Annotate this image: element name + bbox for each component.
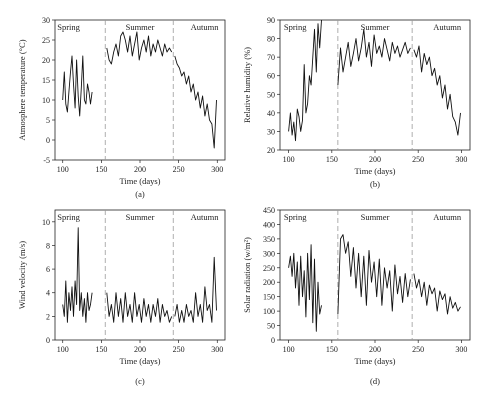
y-tick-label: 250 xyxy=(263,264,275,273)
y-tick-label: 30 xyxy=(42,16,50,25)
plot-frame xyxy=(54,209,226,341)
x-tick-label: 200 xyxy=(134,165,146,174)
season-label: Summer xyxy=(361,22,390,32)
season-label: Spring xyxy=(57,22,80,32)
y-tick-label: 90 xyxy=(267,16,275,25)
x-tick-label: 150 xyxy=(326,345,338,354)
series-line xyxy=(174,256,217,323)
series-line xyxy=(288,19,322,142)
y-tick-label: 80 xyxy=(267,35,275,44)
y-axis-label: Atmosphere temperature (°C) xyxy=(17,39,27,140)
x-tick-label: 300 xyxy=(455,155,467,164)
season-label: Summer xyxy=(126,212,155,222)
panel-a: 100 150 200 250 300 -5 0 5 10 15 20 25 30 Time (days)… xyxy=(17,16,226,199)
panel-sublabel: (a) xyxy=(135,189,145,199)
y-tick-label: 10 xyxy=(42,96,50,105)
season-label: Autumn xyxy=(191,22,220,32)
x-tick-label: 250 xyxy=(173,345,185,354)
x-tick-label: 200 xyxy=(369,155,381,164)
x-tick-label: 300 xyxy=(211,345,223,354)
y-tick-label: 60 xyxy=(267,72,275,81)
y-tick-label: 20 xyxy=(42,56,50,65)
y-axis-label: Relative humidity (%) xyxy=(242,47,252,123)
y-tick-label: 0 xyxy=(271,336,275,345)
y-tick-label: 100 xyxy=(263,307,275,316)
y-tick-label: 30 xyxy=(267,127,275,136)
y-tick-label: 70 xyxy=(267,53,275,62)
y-tick-label: 4 xyxy=(46,289,50,298)
y-tick-label: 40 xyxy=(267,109,275,118)
x-axis-label: Time (days) xyxy=(354,356,395,366)
series-line xyxy=(337,28,411,86)
y-tick-label: 20 xyxy=(267,146,275,155)
season-label: Autumn xyxy=(433,22,462,32)
y-tick-label: 50 xyxy=(267,322,275,331)
x-tick-label: 100 xyxy=(283,345,295,354)
y-tick-label: 300 xyxy=(263,249,275,258)
y-tick-label: -5 xyxy=(43,156,50,165)
season-label: Spring xyxy=(284,22,307,32)
x-tick-label: 100 xyxy=(57,345,69,354)
y-tick-label: 6 xyxy=(46,265,50,274)
x-tick-label: 100 xyxy=(283,155,295,164)
x-axis-label: Time (days) xyxy=(119,176,160,186)
panel-c: 100 150 200 250 300 0 2 4 6 8 10 Time (days) Wind ve… xyxy=(17,209,226,386)
panel-b: 100 150 200 250 300 20 30 40 50 60 70 80 90 Time (day… xyxy=(242,16,471,189)
y-tick-label: 150 xyxy=(263,293,275,302)
y-tick-label: 5 xyxy=(46,116,50,125)
y-tick-label: 15 xyxy=(42,76,50,85)
season-label: Spring xyxy=(284,212,307,222)
series-line xyxy=(62,227,93,323)
series-line xyxy=(106,31,173,65)
x-tick-label: 100 xyxy=(57,165,69,174)
panel-sublabel: (d) xyxy=(370,376,380,386)
series-line xyxy=(62,55,93,117)
series-line xyxy=(174,55,217,149)
x-axis-label: Time (days) xyxy=(119,356,160,366)
season-label: Spring xyxy=(57,212,80,222)
panel-sublabel: (b) xyxy=(370,179,380,189)
y-tick-label: 25 xyxy=(42,36,50,45)
y-tick-label: 200 xyxy=(263,278,275,287)
panel-d: 100 150 200 250 300 0 50 100 150 200 250 300 350 400 4… xyxy=(242,206,471,386)
y-tick-label: 0 xyxy=(46,336,50,345)
x-tick-label: 150 xyxy=(326,155,338,164)
x-tick-label: 150 xyxy=(95,345,107,354)
x-tick-label: 250 xyxy=(412,155,424,164)
x-tick-label: 200 xyxy=(369,345,381,354)
y-tick-label: 350 xyxy=(263,235,275,244)
y-tick-label: 450 xyxy=(263,206,275,215)
x-tick-label: 150 xyxy=(95,165,107,174)
panel-sublabel: (c) xyxy=(135,376,145,386)
y-axis-label: Solar radiation (w/m²) xyxy=(242,237,252,313)
y-tick-label: 0 xyxy=(46,136,50,145)
y-tick-label: 400 xyxy=(263,220,275,229)
series-line xyxy=(413,45,461,136)
y-axis-label: Wind velocity (m/s) xyxy=(17,241,27,309)
season-label: Summer xyxy=(126,22,155,32)
y-tick-label: 2 xyxy=(46,312,50,321)
season-label: Summer xyxy=(361,212,390,222)
x-tick-label: 250 xyxy=(173,165,185,174)
series-line xyxy=(106,292,173,323)
series-line xyxy=(337,234,411,315)
plot-frame xyxy=(54,19,226,161)
x-tick-label: 250 xyxy=(412,345,424,354)
series-line xyxy=(413,273,461,315)
x-tick-label: 300 xyxy=(211,165,223,174)
season-label: Autumn xyxy=(191,212,220,222)
y-tick-label: 50 xyxy=(267,90,275,99)
y-tick-label: 10 xyxy=(42,218,50,227)
x-tick-label: 300 xyxy=(455,345,467,354)
series-line xyxy=(288,244,322,332)
y-tick-label: 8 xyxy=(46,241,50,250)
season-label: Autumn xyxy=(433,212,462,222)
x-axis-label: Time (days) xyxy=(354,166,395,176)
x-tick-label: 200 xyxy=(134,345,146,354)
